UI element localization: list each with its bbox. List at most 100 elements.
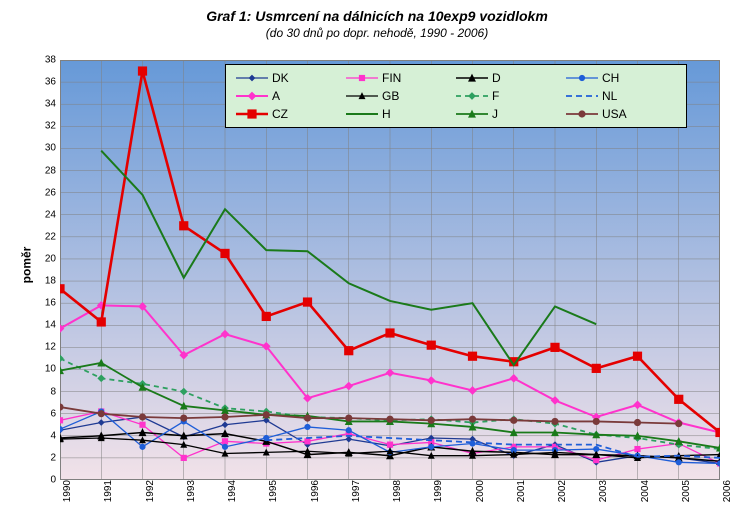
legend-item-D: D bbox=[456, 69, 566, 87]
series-marker-CH bbox=[676, 460, 681, 465]
series-marker-USA bbox=[181, 415, 187, 421]
legend-label: GB bbox=[382, 89, 399, 103]
series-marker-FIN bbox=[140, 422, 145, 427]
series-marker-USA bbox=[635, 420, 641, 426]
y-tick: 36 bbox=[45, 77, 60, 88]
legend: DKFINDCHAGBFNLCZHJUSA bbox=[225, 64, 687, 128]
chart-title: Graf 1: Usmrcení na dálnicích na 10exp9 … bbox=[0, 0, 754, 24]
series-marker-CH bbox=[140, 444, 145, 449]
x-tick: 1990 bbox=[60, 480, 73, 502]
y-tick: 6 bbox=[50, 408, 60, 419]
series-marker-USA bbox=[470, 416, 476, 422]
series-marker-CZ bbox=[139, 67, 147, 75]
y-tick: 12 bbox=[45, 342, 60, 353]
series-marker-CZ bbox=[675, 395, 683, 403]
legend-item-H: H bbox=[346, 105, 456, 123]
series-marker-CZ bbox=[262, 312, 270, 320]
y-tick: 32 bbox=[45, 121, 60, 132]
series-marker-CZ bbox=[427, 341, 435, 349]
series-marker-CH bbox=[305, 424, 310, 429]
series-marker-USA bbox=[511, 417, 517, 423]
y-tick: 2 bbox=[50, 452, 60, 463]
legend-item-F: F bbox=[456, 87, 566, 105]
legend-label: A bbox=[272, 89, 280, 103]
series-marker-CH bbox=[718, 461, 721, 466]
series-marker-CH bbox=[346, 428, 351, 433]
legend-item-J: J bbox=[456, 105, 566, 123]
y-tick: 22 bbox=[45, 231, 60, 242]
series-marker-FIN bbox=[181, 455, 186, 460]
x-tick: 2006 bbox=[720, 480, 733, 502]
series-marker-USA bbox=[263, 412, 269, 418]
series-marker-USA bbox=[428, 417, 434, 423]
y-tick: 10 bbox=[45, 364, 60, 375]
legend-label: NL bbox=[602, 89, 617, 103]
series-marker-CZ bbox=[180, 222, 188, 230]
series-marker-CZ bbox=[221, 249, 229, 257]
x-tick: 2003 bbox=[596, 480, 609, 502]
y-tick: 26 bbox=[45, 187, 60, 198]
y-tick: 20 bbox=[45, 253, 60, 264]
series-marker-CH bbox=[429, 444, 434, 449]
legend-label: CZ bbox=[272, 107, 288, 121]
y-tick: 24 bbox=[45, 209, 60, 220]
series-marker-USA bbox=[222, 414, 228, 420]
x-tick: 1992 bbox=[143, 480, 156, 502]
x-tick: 1995 bbox=[266, 480, 279, 502]
y-tick: 4 bbox=[50, 430, 60, 441]
legend-label: F bbox=[492, 89, 499, 103]
chart-container: Graf 1: Usmrcení na dálnicích na 10exp9 … bbox=[0, 0, 754, 530]
x-tick: 2004 bbox=[638, 480, 651, 502]
series-marker-FIN bbox=[305, 439, 310, 444]
legend-item-USA: USA bbox=[566, 105, 676, 123]
series-marker-CZ bbox=[304, 298, 312, 306]
y-tick: 18 bbox=[45, 276, 60, 287]
series-marker-USA bbox=[676, 421, 682, 427]
series-marker-FIN bbox=[60, 418, 63, 423]
legend-item-GB: GB bbox=[346, 87, 456, 105]
x-tick: 1991 bbox=[101, 480, 114, 502]
series-marker-CZ bbox=[386, 329, 394, 337]
series-marker-CH bbox=[60, 427, 63, 432]
y-tick: 16 bbox=[45, 298, 60, 309]
legend-label: J bbox=[492, 107, 498, 121]
series-marker-FIN bbox=[223, 439, 228, 444]
series-marker-FIN bbox=[594, 458, 599, 463]
y-tick: 38 bbox=[45, 55, 60, 66]
series-marker-USA bbox=[346, 415, 352, 421]
series-marker-FIN bbox=[388, 442, 393, 447]
y-tick: 0 bbox=[50, 475, 60, 486]
series-marker-CZ bbox=[345, 347, 353, 355]
series-marker-USA bbox=[552, 418, 558, 424]
y-tick: 30 bbox=[45, 143, 60, 154]
series-marker-CH bbox=[223, 444, 228, 449]
series-marker-CZ bbox=[60, 285, 64, 293]
series-marker-USA bbox=[387, 416, 393, 422]
x-tick: 2000 bbox=[473, 480, 486, 502]
series-marker-FIN bbox=[635, 447, 640, 452]
x-tick: 1994 bbox=[225, 480, 238, 502]
legend-label: DK bbox=[272, 71, 289, 85]
x-tick: 1998 bbox=[390, 480, 403, 502]
x-tick: 2001 bbox=[514, 480, 527, 502]
x-tick: 1997 bbox=[349, 480, 362, 502]
series-marker-CZ bbox=[551, 343, 559, 351]
series-marker-USA bbox=[60, 404, 63, 410]
series-marker-CZ bbox=[716, 428, 720, 436]
legend-item-DK: DK bbox=[236, 69, 346, 87]
series-marker-CZ bbox=[592, 364, 600, 372]
x-tick: 2002 bbox=[555, 480, 568, 502]
legend-item-CZ: CZ bbox=[236, 105, 346, 123]
y-tick: 14 bbox=[45, 320, 60, 331]
chart-subtitle: (do 30 dnů po dopr. nehodě, 1990 - 2006) bbox=[0, 26, 754, 40]
legend-label: USA bbox=[602, 107, 627, 121]
series-marker-USA bbox=[305, 415, 311, 421]
x-tick: 2005 bbox=[679, 480, 692, 502]
y-tick: 28 bbox=[45, 165, 60, 176]
plot-area: 0246810121416182022242628303234363819901… bbox=[60, 60, 720, 480]
series-marker-USA bbox=[593, 418, 599, 424]
legend-label: CH bbox=[602, 71, 619, 85]
series-marker-CZ bbox=[634, 352, 642, 360]
legend-item-A: A bbox=[236, 87, 346, 105]
series-marker-USA bbox=[140, 414, 146, 420]
